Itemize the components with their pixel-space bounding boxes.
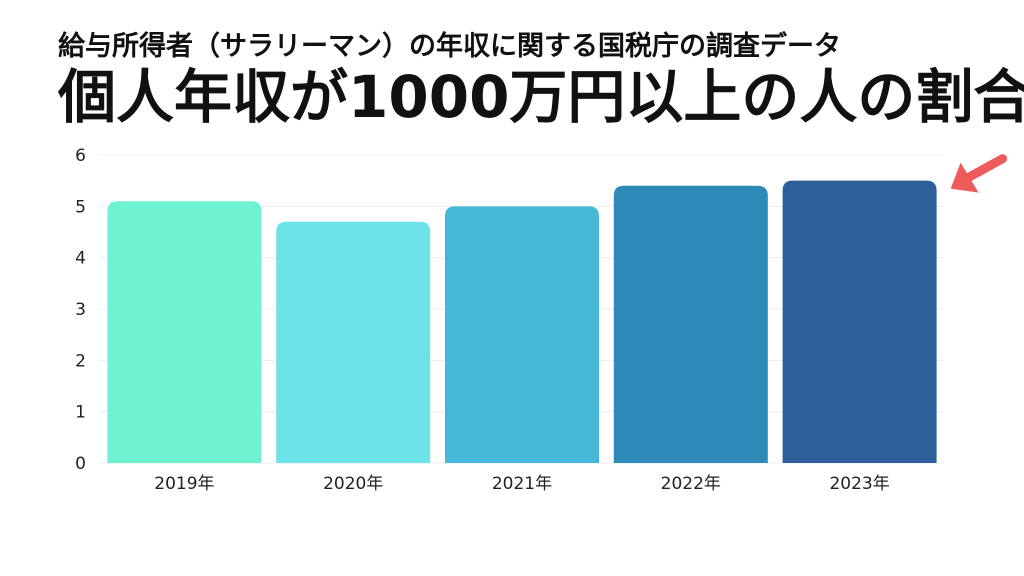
bar-2022年: [613, 185, 768, 464]
arrow-head: [950, 162, 979, 193]
bar-2020年: [276, 221, 431, 463]
y-tick-label: 6: [75, 146, 86, 166]
highlight-arrow-group: [950, 154, 1008, 193]
y-axis-ticks: 0 1 2 3 4 5 6: [75, 146, 86, 474]
x-tick-label: 2021年: [492, 474, 552, 494]
chart-subtitle: 給与所得者（サラリーマン）の年収に関する国税庁の調査データ: [58, 31, 841, 62]
bar-2019年: [107, 201, 262, 463]
y-tick-label: 4: [75, 249, 86, 269]
bar-2021年: [445, 206, 599, 464]
arrow-shaft: [958, 154, 1008, 186]
x-tick-label: 2020年: [323, 474, 383, 494]
y-tick-label: 3: [75, 300, 86, 320]
x-tick-label: 2022年: [661, 474, 721, 494]
chart-title: 個人年収が1000万円以上の人の割合: [58, 63, 1024, 131]
bars: [107, 180, 937, 464]
y-tick-label: 1: [75, 403, 86, 423]
highlight-arrow-icon: [950, 154, 1008, 193]
y-tick-label: 5: [75, 197, 86, 217]
y-tick-label: 0: [75, 454, 86, 474]
bar-2023年: [782, 180, 937, 463]
x-tick-label: 2019年: [154, 474, 214, 494]
y-tick-label: 2: [75, 351, 86, 371]
x-tick-label: 2023年: [829, 474, 889, 494]
x-axis-ticks: 2019年 2020年 2021年 2022年 2023年: [154, 474, 889, 494]
